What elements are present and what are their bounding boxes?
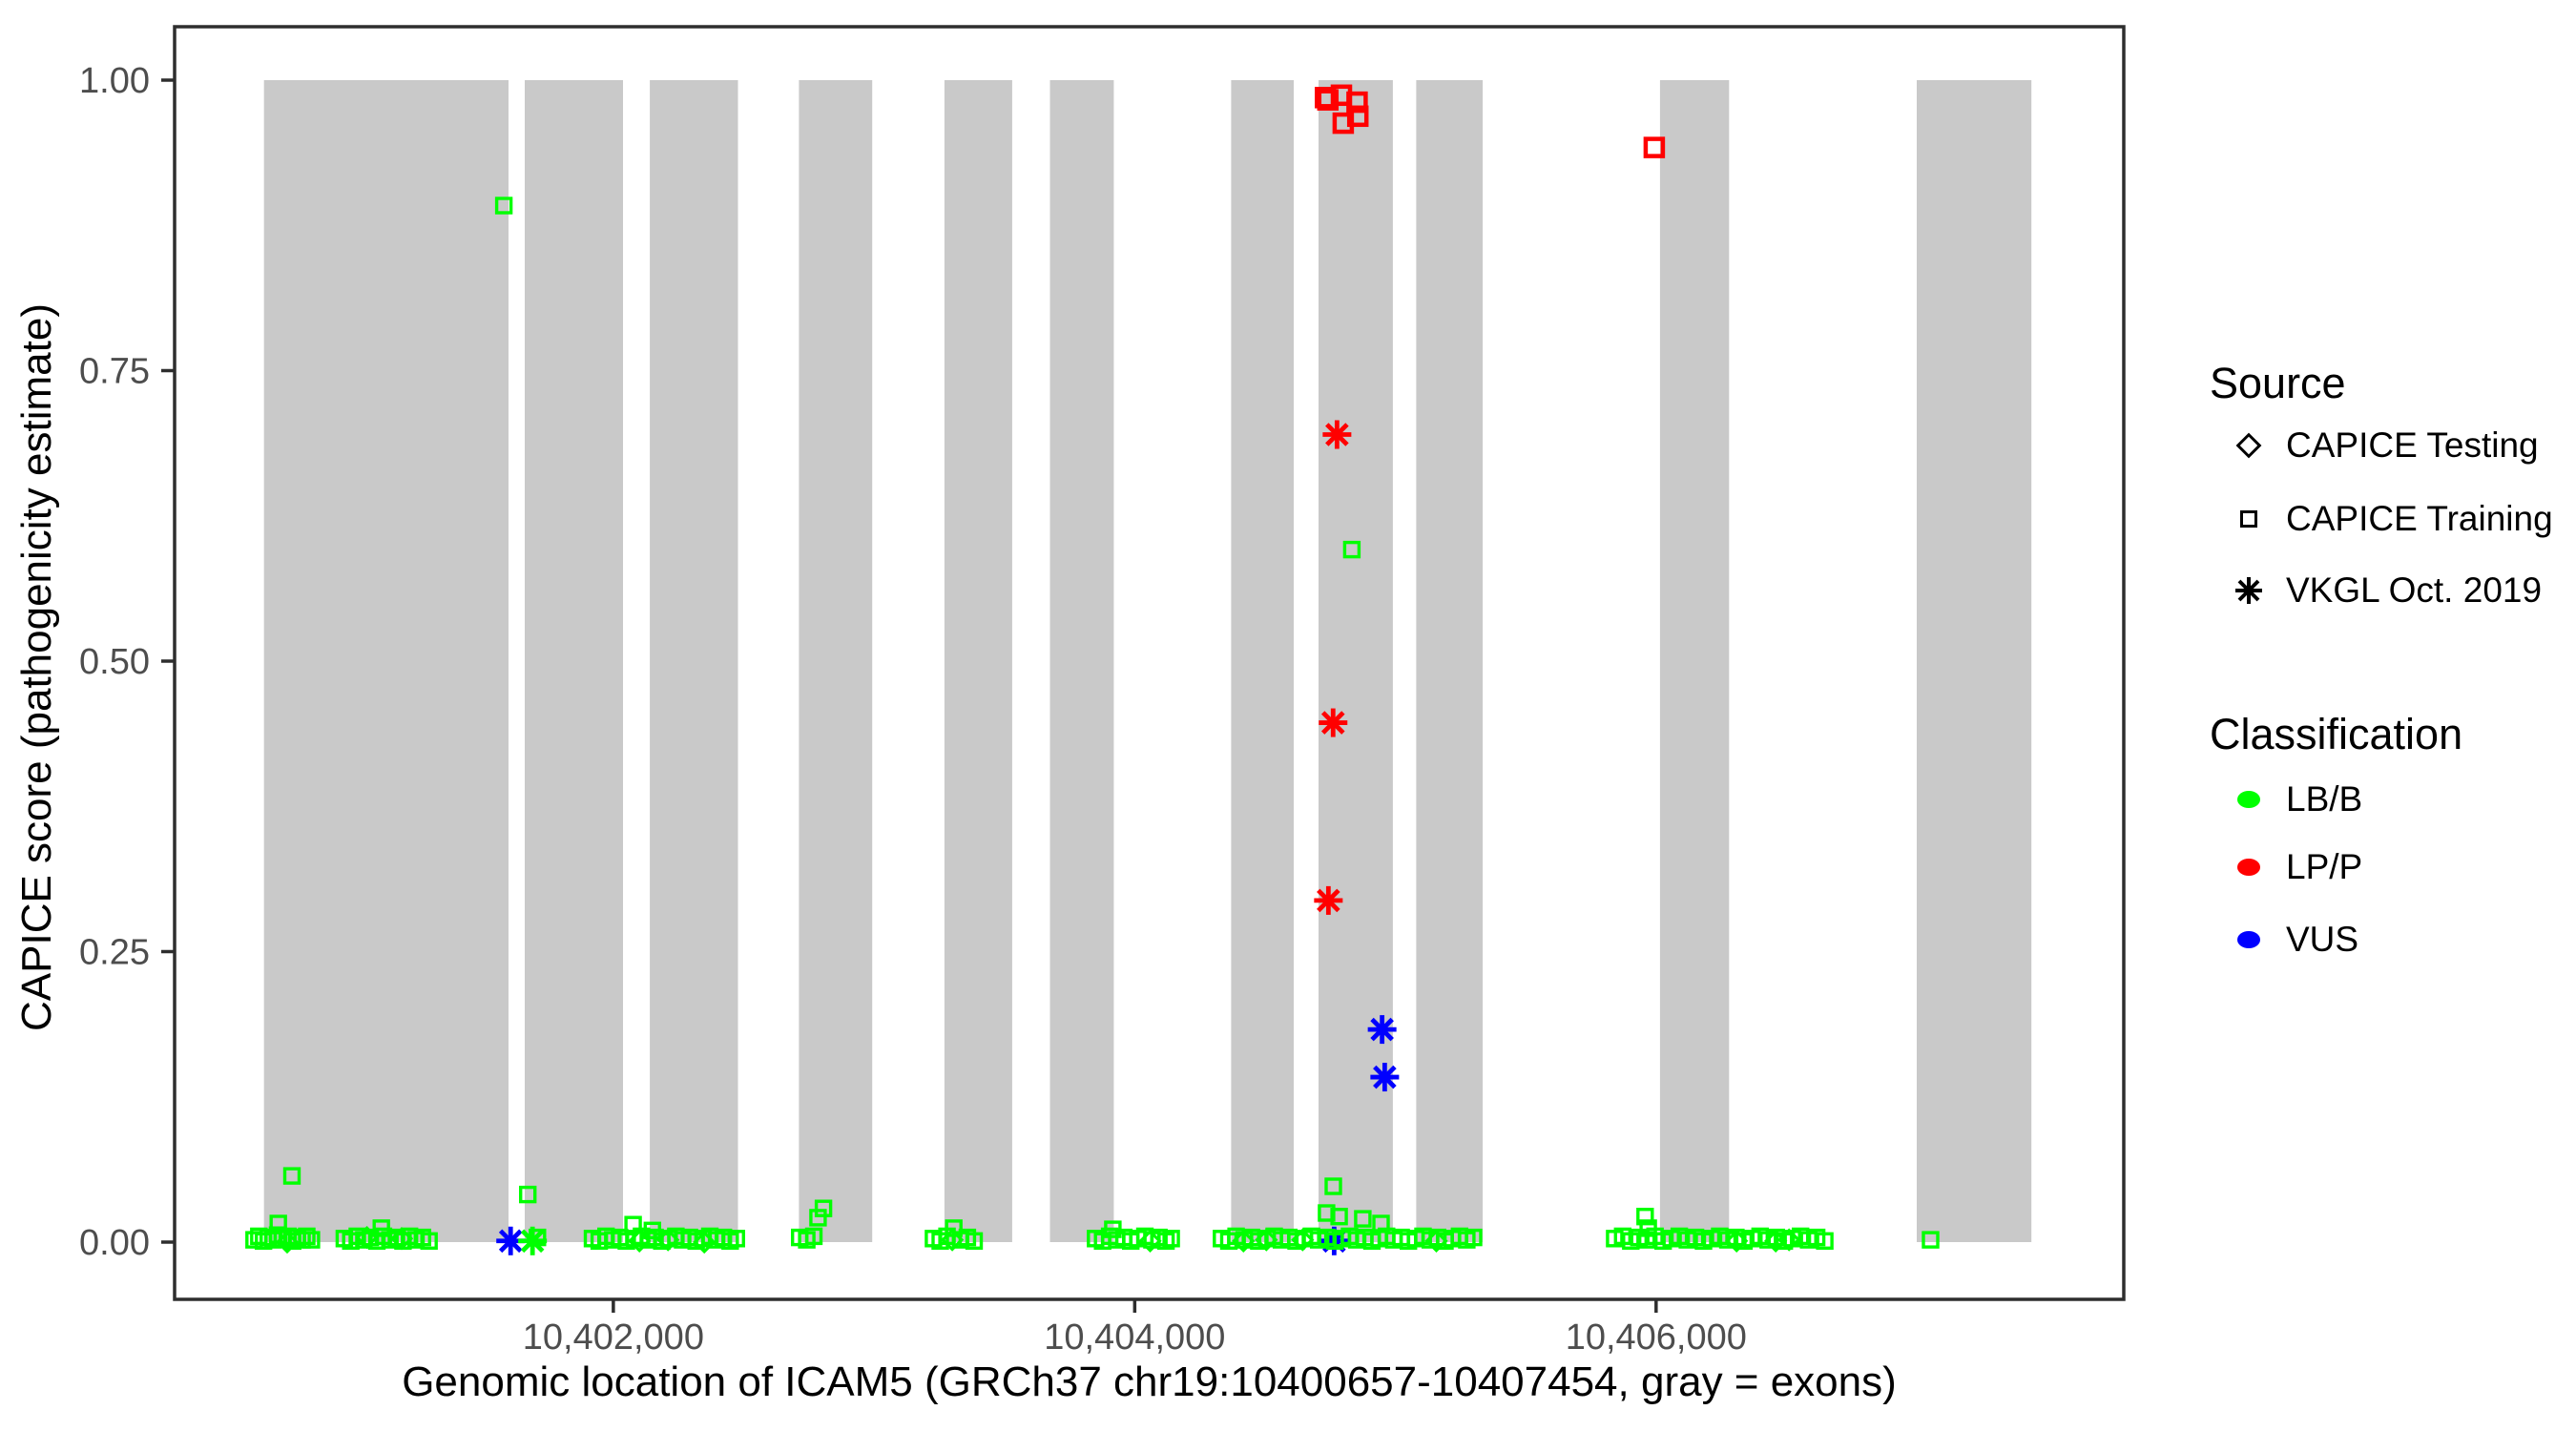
data-point-asterisk [1322,420,1352,449]
exon-bar [944,80,1012,1242]
data-point-square [1317,89,1340,111]
data-point-square [494,197,513,215]
data-point-square [727,1230,745,1248]
legend-label: VKGL Oct. 2019 [2286,570,2543,610]
data-point-square [804,1227,823,1246]
x-tick-label: 10,404,000 [1044,1317,1225,1358]
y-tick-label: 0.50 [79,642,150,682]
data-point-diamond [1725,1229,1749,1253]
blue-dot-icon [2237,931,2260,948]
data-points [245,84,1940,1255]
diamond-icon [2235,432,2262,459]
legend-item-vus: VUS [2227,917,2358,963]
data-point-square [1643,136,1666,158]
data-point-square [1816,1232,1834,1251]
y-tick-label: 1.00 [79,61,150,101]
legend-item-capice-training: CAPICE Training [2227,496,2553,542]
data-point-square [965,1232,984,1251]
data-point-square [1354,1210,1372,1228]
legend-label: VUS [2286,920,2359,959]
legend-item-capice-testing: CAPICE Testing [2227,423,2539,468]
red-dot-icon [2237,859,2260,876]
exon-bar [1917,80,2032,1242]
axis-ticks: 10,402,000 10,404,000 10,406,000 0.00 0.25 0.… [79,61,1747,1358]
data-point-square [1922,1231,1940,1249]
legend-item-vkgl: VKGL Oct. 2019 [2227,568,2542,613]
exon-bar [799,80,873,1242]
legend-label: LB/B [2286,779,2363,819]
data-point-square [814,1199,833,1217]
legend-label: CAPICE Testing [2286,425,2539,465]
data-point-square [1318,1204,1336,1222]
data-point-square [809,1209,827,1227]
legend-item-lpp: LP/P [2227,844,2362,890]
x-tick-label: 10,406,000 [1566,1317,1747,1358]
data-point-square [1346,91,1368,114]
data-point-asterisk [1319,708,1348,737]
data-point-square [282,1167,301,1185]
data-point-square [1324,1177,1342,1195]
data-point-square [1342,540,1361,559]
data-point-asterisk [1370,1063,1400,1092]
exon-bar [1416,80,1484,1242]
data-point-square [293,1231,311,1249]
green-dot-icon [2237,791,2260,808]
legend-classification-title: Classification [2210,710,2463,758]
data-point-asterisk [1367,1015,1397,1045]
exon-bar [1049,80,1114,1242]
exon-bar [1319,80,1393,1242]
x-tick-label: 10,402,000 [523,1317,704,1358]
data-point-square [519,1185,537,1204]
legend-source-title: Source [2210,359,2346,407]
data-point-square [1465,1228,1483,1247]
y-tick-label: 0.00 [79,1223,150,1263]
data-point-square [302,1231,321,1249]
y-tick-label: 0.75 [79,352,150,392]
data-point-square [1156,1232,1175,1251]
data-point-square [529,1228,547,1247]
data-point-asterisk [1314,885,1343,915]
exon-bar [263,80,509,1242]
panel-frame [173,25,2126,1301]
y-tick-label: 0.25 [79,933,150,973]
exon-bars [263,80,2032,1242]
square-icon [2240,510,2257,528]
exon-bar [1659,80,1730,1242]
exon-bar [650,80,738,1242]
data-point-square [1636,1207,1654,1226]
legend-item-lbb: LB/B [2227,777,2362,822]
panel-border [173,25,2126,1301]
y-axis-title: CAPICE score (pathogenicity estimate) [13,303,60,1032]
legend-label: CAPICE Training [2286,499,2553,538]
exon-bar [525,80,623,1242]
data-point-square [298,1227,316,1246]
data-point-square [1332,112,1355,135]
data-point-square [420,1232,438,1251]
x-axis-title: Genomic location of ICAM5 (GRCh37 chr19:… [402,1358,1897,1405]
exon-bar [1231,80,1294,1242]
asterisk-icon [2235,577,2262,604]
data-point-square [1330,1207,1348,1226]
data-point-square [1162,1230,1180,1248]
legend-label: LP/P [2286,847,2363,886]
